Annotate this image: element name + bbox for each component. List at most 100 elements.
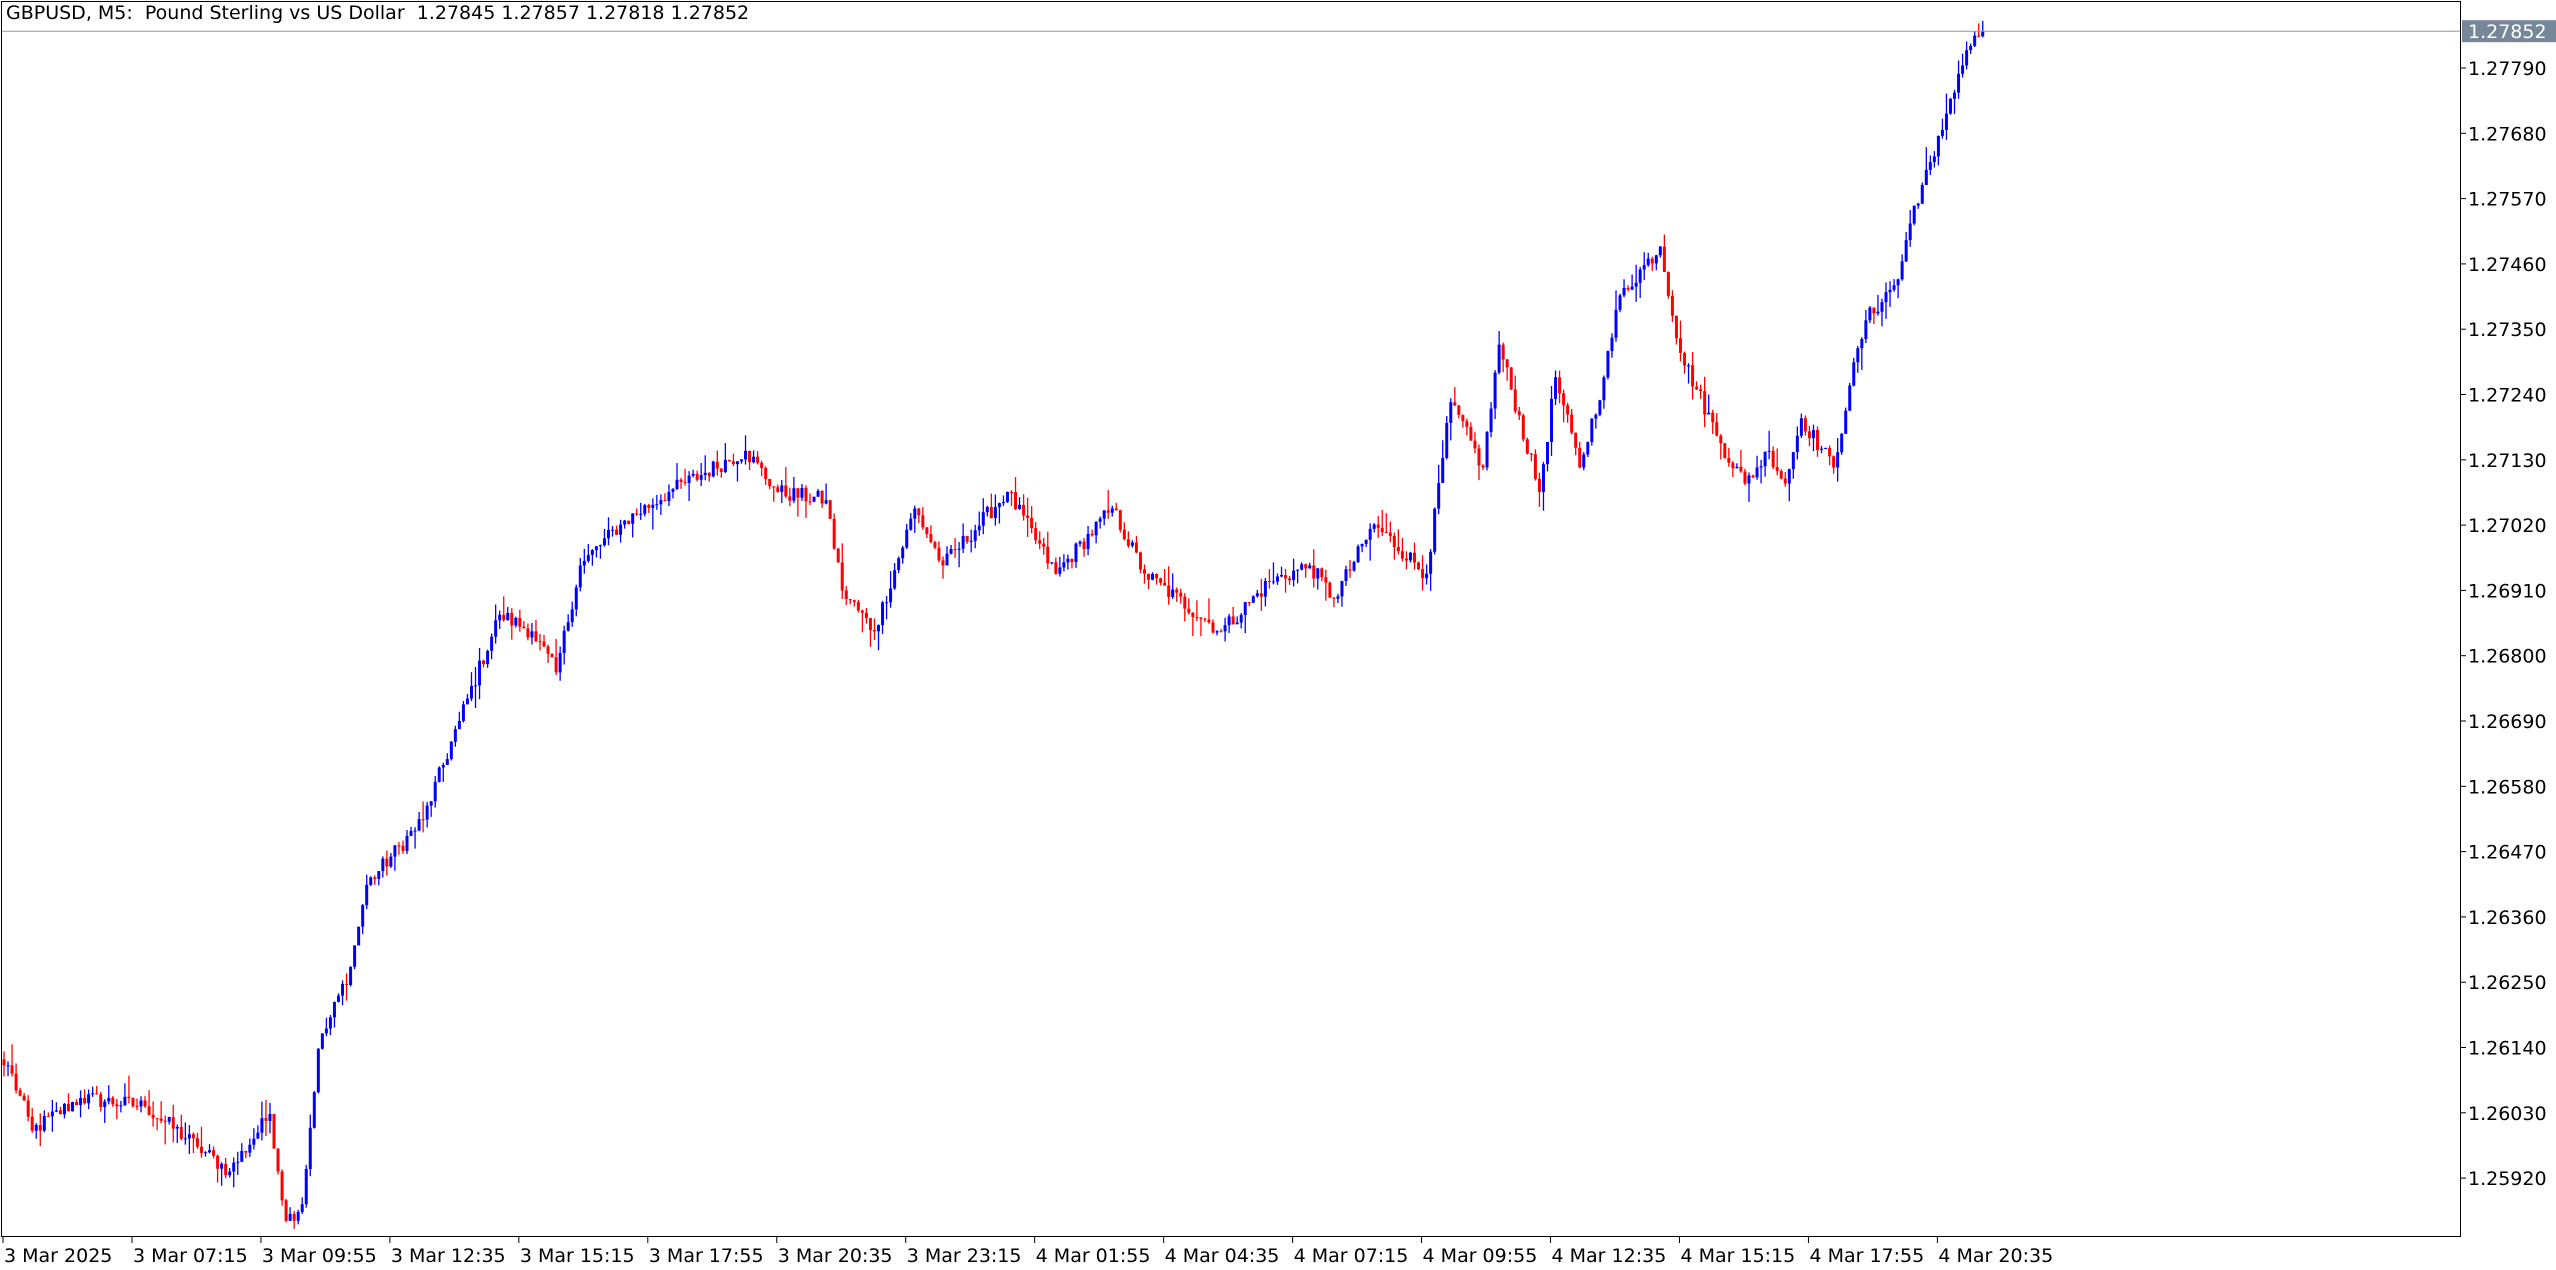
price-tick-label: 1.27790 bbox=[2468, 58, 2547, 80]
candle-body bbox=[1687, 365, 1691, 367]
candle bbox=[691, 469, 695, 478]
candle bbox=[1243, 602, 1247, 634]
candle bbox=[570, 601, 574, 627]
candle bbox=[1098, 516, 1102, 529]
candle-body bbox=[764, 468, 768, 479]
time-axis: 3 Mar 2025 3 Mar 07:15 3 Mar 09:55 3 Mar 12… bbox=[2, 1237, 2053, 1267]
candle bbox=[1171, 573, 1175, 599]
candle-body bbox=[236, 1161, 240, 1163]
candle-body bbox=[75, 1102, 79, 1106]
candle-body bbox=[1517, 411, 1521, 416]
candle bbox=[1973, 31, 1977, 48]
candle bbox=[590, 549, 594, 566]
candle-body bbox=[1646, 258, 1650, 266]
candle-body bbox=[1332, 597, 1336, 599]
candle bbox=[1767, 430, 1771, 460]
candle-body bbox=[482, 660, 486, 665]
candle bbox=[546, 644, 550, 663]
candle bbox=[1086, 525, 1090, 556]
candle bbox=[582, 548, 586, 574]
candle bbox=[1417, 561, 1421, 571]
candle-body bbox=[18, 1090, 22, 1096]
candle bbox=[1501, 342, 1505, 373]
candle bbox=[179, 1114, 183, 1141]
candle bbox=[341, 980, 345, 1006]
candle bbox=[723, 443, 727, 474]
candle bbox=[1179, 588, 1183, 604]
candle bbox=[1940, 118, 1944, 139]
candle-body bbox=[1485, 431, 1489, 468]
candle bbox=[1981, 20, 1985, 38]
candle bbox=[1255, 589, 1259, 598]
candle-body bbox=[945, 553, 949, 566]
candle bbox=[1936, 135, 1940, 166]
candle-body bbox=[54, 1110, 58, 1112]
candle-body bbox=[1703, 391, 1707, 415]
time-tick-label: 3 Mar 09:55 bbox=[262, 1245, 377, 1267]
candle bbox=[1368, 523, 1372, 561]
candle-body bbox=[1171, 589, 1175, 597]
candle bbox=[1408, 551, 1412, 563]
candle bbox=[1251, 595, 1255, 604]
candle bbox=[1304, 563, 1308, 578]
candle bbox=[1413, 542, 1416, 570]
candle bbox=[1666, 271, 1670, 299]
candle-body bbox=[179, 1126, 183, 1139]
candle bbox=[997, 502, 1001, 524]
candle bbox=[26, 1095, 30, 1122]
candle-body bbox=[1497, 344, 1501, 373]
candle bbox=[594, 546, 598, 558]
candle bbox=[1807, 425, 1811, 447]
candle-body bbox=[1493, 372, 1497, 409]
candle-body bbox=[872, 630, 876, 632]
candle-body bbox=[1948, 98, 1952, 114]
candle-body bbox=[1413, 552, 1416, 563]
candle bbox=[292, 1210, 296, 1229]
candle bbox=[598, 544, 602, 559]
candle-body bbox=[1449, 402, 1453, 423]
time-tick-label: 3 Mar 23:15 bbox=[907, 1245, 1022, 1267]
time-tick-label: 3 Mar 12:35 bbox=[391, 1245, 506, 1267]
candle bbox=[1453, 387, 1457, 407]
candle bbox=[1662, 234, 1666, 273]
candle bbox=[204, 1151, 207, 1157]
candle-body bbox=[1255, 593, 1259, 597]
candle-body bbox=[1699, 389, 1703, 392]
candle bbox=[1191, 612, 1195, 637]
candle-body bbox=[1533, 454, 1537, 479]
candle-body bbox=[1610, 337, 1614, 352]
candle bbox=[1018, 497, 1022, 510]
candle-body bbox=[1316, 568, 1320, 579]
candle bbox=[631, 513, 635, 538]
candle bbox=[949, 544, 953, 555]
candle-body bbox=[832, 518, 836, 549]
candle-body bbox=[1114, 508, 1118, 511]
candle-body bbox=[441, 764, 445, 768]
candle-body bbox=[1437, 482, 1441, 509]
candle bbox=[1735, 463, 1739, 469]
candle-body bbox=[1735, 466, 1739, 469]
candle-body bbox=[510, 612, 514, 626]
candle-body bbox=[1090, 533, 1094, 536]
candle-body bbox=[619, 524, 623, 535]
candle bbox=[651, 498, 655, 530]
candle-body bbox=[1844, 410, 1848, 434]
candle-body bbox=[1207, 619, 1211, 623]
candle-body bbox=[961, 536, 965, 549]
time-tick-label: 4 Mar 01:55 bbox=[1036, 1245, 1151, 1267]
candle-body bbox=[1010, 491, 1013, 493]
candle bbox=[445, 753, 449, 765]
candle bbox=[1296, 569, 1300, 584]
candle-body bbox=[155, 1118, 159, 1120]
candle-body bbox=[1658, 246, 1662, 256]
candle bbox=[719, 468, 723, 478]
candle-body bbox=[1840, 433, 1844, 453]
candle bbox=[441, 762, 445, 782]
candle bbox=[1199, 617, 1203, 637]
candle-body bbox=[671, 488, 675, 492]
candle bbox=[244, 1150, 248, 1159]
candle-body bbox=[715, 461, 719, 469]
candle-body bbox=[167, 1117, 171, 1122]
candle-body bbox=[1550, 398, 1554, 442]
